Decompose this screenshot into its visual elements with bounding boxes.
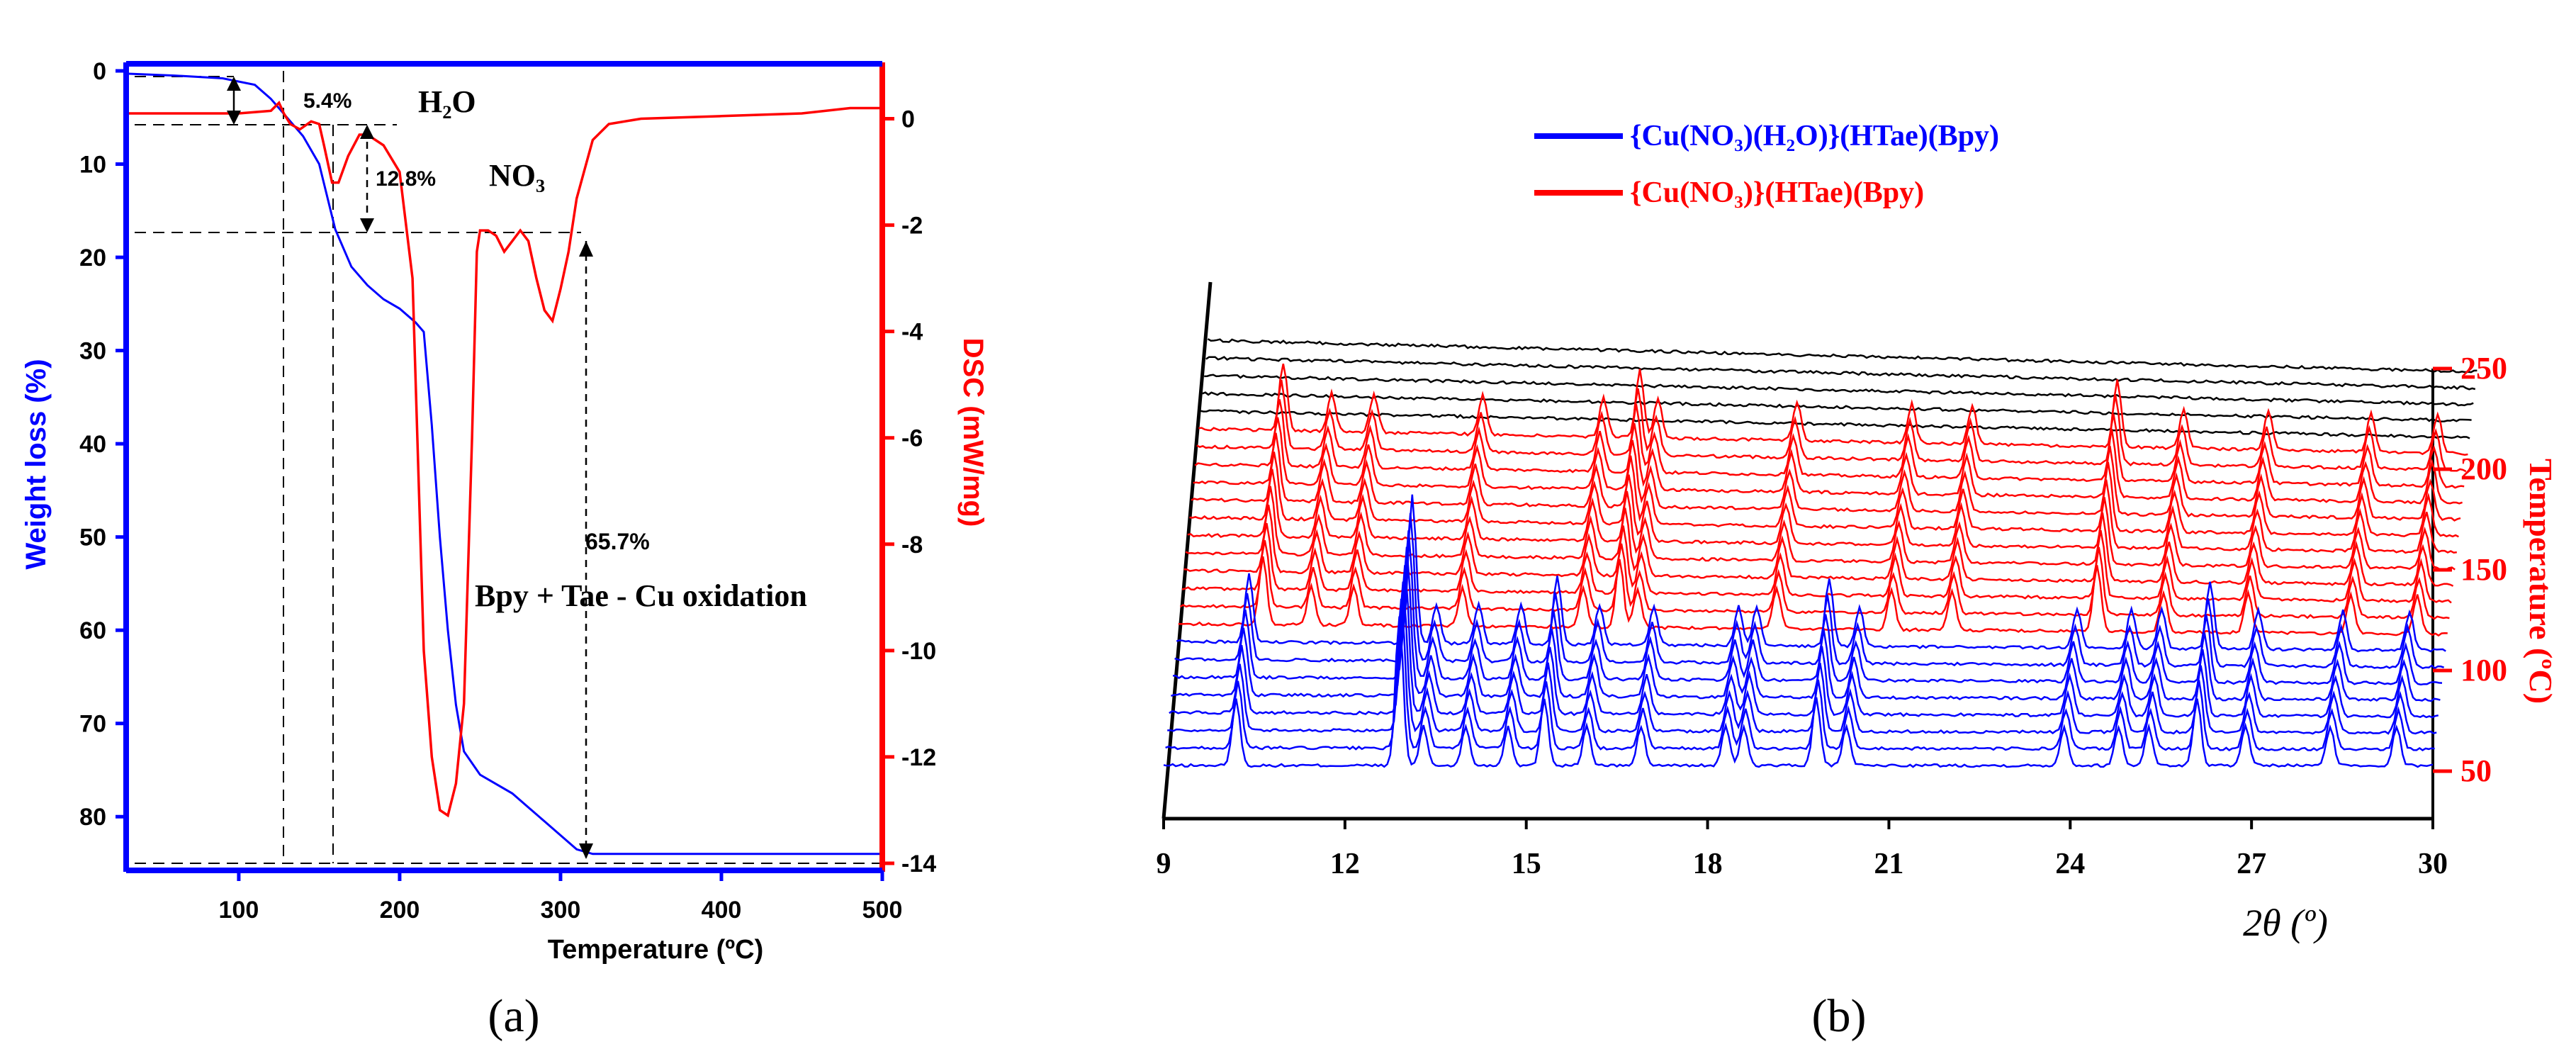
- two-theta-tick-label: 24: [2055, 848, 2085, 880]
- right-tick-label: -2: [901, 213, 923, 240]
- pxrd-scan: [1165, 598, 2435, 752]
- right-axis-title: DSC (mW/mg): [957, 338, 989, 527]
- pxrd-scan: [1183, 504, 2454, 587]
- pxrd-scan: [1179, 540, 2450, 620]
- left-tick-label: 70: [79, 711, 106, 738]
- x-tick-label: 500: [862, 897, 903, 924]
- left-tick-label: 10: [79, 152, 106, 179]
- two-theta-tick-label: 30: [2418, 848, 2448, 880]
- pxrd-scan: [1193, 417, 2463, 505]
- x-axis-ticks: 100 200 300 400 500: [219, 870, 903, 924]
- pxrd-scan: [1198, 363, 2468, 456]
- right-tick-label: -10: [901, 638, 936, 665]
- pxrd-traces: [1163, 338, 2477, 768]
- panel-b-label: (b): [1812, 990, 1867, 1042]
- pxrd-scan: [1196, 379, 2467, 473]
- pxrd-scan: [1185, 486, 2456, 571]
- pxrd-scan: [1200, 409, 2470, 439]
- annotation-arrows: [232, 82, 587, 858]
- pxrd-scan: [1167, 581, 2437, 735]
- temperature-tick-label: 150: [2460, 552, 2507, 587]
- nitrate-loss-label: 12.8%: [376, 167, 436, 191]
- right-axis-ticks: 0 -2 -4 -6 -8 -10 -12 -14: [882, 106, 936, 877]
- pxrd-scan: [1169, 565, 2439, 719]
- x-tick-label: 300: [541, 897, 581, 924]
- temperature-tick-label: 250: [2460, 351, 2507, 386]
- pxrd-scan: [1189, 451, 2459, 538]
- two-theta-tick-label: 18: [1693, 848, 1723, 880]
- x-axis-title: 2θ (º): [2243, 902, 2328, 944]
- pxrd-scan: [1181, 522, 2452, 604]
- water-loss-label: 5.4%: [303, 89, 351, 113]
- left-axis-ticks: 0 10 20 30 40 50 60 70 80: [79, 58, 126, 831]
- legend-label-hydrated: {Cu(NO₃)(H₂O)}(HTae)(Bpy): [1630, 120, 1999, 152]
- right-tick-label: -12: [901, 744, 936, 771]
- two-theta-tick-label: 12: [1330, 848, 1360, 880]
- pxrd-scan: [1173, 530, 2443, 686]
- panel-b: 9 12 15 18 21 24 27 30 50 100 150 200 250 {Cu(NO₃)(…: [1157, 120, 2560, 1042]
- water-species-label: H₂O: [418, 84, 476, 119]
- x-tick-label: 100: [219, 897, 259, 924]
- annotation-arrowheads: [227, 77, 593, 859]
- pxrd-scan: [1178, 556, 2448, 637]
- pxrd-scan: [1191, 432, 2461, 522]
- pxrd-scan: [1171, 546, 2441, 702]
- temperature-tick-label: 100: [2460, 653, 2507, 688]
- right-tick-label: -4: [901, 319, 923, 346]
- dsc-curve: [126, 100, 882, 818]
- pxrd-scan: [1194, 399, 2465, 489]
- pxrd-scan: [1204, 374, 2474, 407]
- waterfall-left-edge: [1162, 281, 1213, 819]
- left-tick-label: 0: [93, 58, 106, 85]
- pxrd-scan: [1174, 512, 2444, 670]
- temperature-tick-label: 50: [2460, 753, 2492, 788]
- organic-loss-label: 65.7%: [585, 529, 650, 554]
- panel-a: 100 200 300 400 500 0 10 20 30 40 50 60 70 80 0 -2 -4 -…: [21, 58, 989, 1042]
- temperature-axis-title: Temperature (ºC): [2523, 459, 2559, 704]
- left-tick-label: 20: [79, 245, 106, 271]
- x-axis-title: Temperature (ºC): [548, 935, 764, 965]
- right-tick-label: -8: [901, 532, 923, 559]
- left-tick-label: 40: [79, 431, 106, 458]
- organic-species-label: Bpy + Tae - Cu oxidation: [475, 578, 807, 613]
- two-theta-tick-label: 21: [1874, 848, 1903, 880]
- two-theta-tick-label: 9: [1157, 848, 1171, 880]
- tga-guide-lines: [135, 71, 882, 864]
- right-tick-label: -6: [901, 425, 923, 452]
- pxrd-scan: [1163, 616, 2434, 768]
- two-theta-ticks: 9 12 15 18 21 24 27 30: [1157, 819, 2448, 880]
- temperature-tick-label: 200: [2460, 451, 2507, 486]
- temperature-ticks: 50 100 150 200 250: [2433, 351, 2507, 788]
- legend-label-dehydrated: {Cu(NO₃)}(HTae)(Bpy): [1630, 176, 1924, 209]
- x-tick-label: 400: [702, 897, 742, 924]
- pxrd-scan: [1187, 469, 2457, 554]
- left-tick-label: 50: [79, 524, 106, 551]
- right-tick-label: -14: [901, 851, 936, 877]
- pxrd-scan: [1202, 391, 2472, 422]
- right-tick-label: 0: [901, 106, 915, 133]
- two-theta-tick-label: 27: [2237, 848, 2266, 880]
- left-tick-label: 60: [79, 617, 106, 644]
- left-tick-label: 80: [79, 804, 106, 831]
- legend: {Cu(NO₃)(H₂O)}(HTae)(Bpy) {Cu(NO₃)}(HTae…: [1534, 120, 1999, 209]
- pxrd-scan: [1205, 356, 2476, 391]
- pxrd-scan: [1176, 494, 2446, 653]
- left-axis-title: Weight loss (%): [21, 359, 52, 569]
- two-theta-tick-label: 15: [1512, 848, 1541, 880]
- left-tick-label: 30: [79, 338, 106, 365]
- pxrd-scan: [1207, 338, 2477, 374]
- panel-a-label: (a): [488, 990, 539, 1042]
- nitrate-species-label: NO₃: [489, 158, 545, 193]
- x-tick-label: 200: [380, 897, 420, 924]
